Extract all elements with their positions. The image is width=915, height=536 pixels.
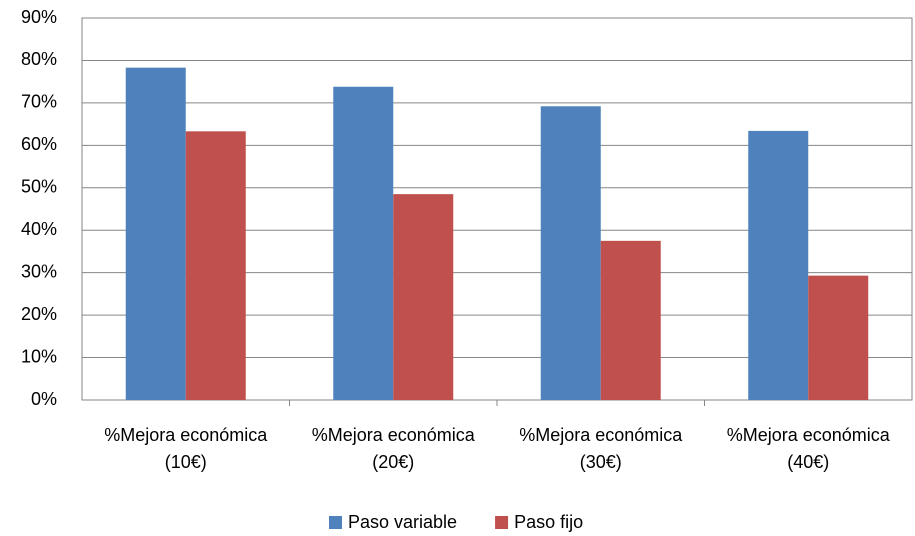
bar (748, 130, 809, 400)
bar (600, 240, 661, 400)
bar (125, 67, 186, 400)
x-tick-label: %Mejora económica (40€) (726, 425, 890, 472)
y-tick-label: 50% (21, 177, 57, 197)
y-tick-label: 20% (21, 304, 57, 324)
bar (185, 131, 246, 400)
legend-swatch (495, 516, 509, 529)
y-tick-label: 10% (21, 346, 57, 366)
y-tick-label: 90% (21, 7, 57, 27)
y-tick-label: 40% (21, 219, 57, 239)
y-tick-label: 0% (31, 389, 57, 409)
y-tick-label: 30% (21, 261, 57, 281)
legend-label: Paso fijo (514, 512, 583, 532)
x-tick-label: %Mejora económica (10€) (104, 425, 268, 472)
x-tick-label: %Mejora económica (30€) (519, 425, 683, 472)
legend-label: Paso variable (348, 512, 457, 532)
bar (333, 86, 394, 400)
bar (393, 194, 454, 400)
y-tick-label: 70% (21, 92, 57, 112)
y-tick-label: 80% (21, 49, 57, 69)
y-tick-label: 60% (21, 134, 57, 154)
legend-swatch (329, 516, 342, 529)
bar (540, 106, 601, 400)
bar (808, 275, 869, 400)
x-tick-label: %Mejora económica (20€) (311, 425, 475, 472)
